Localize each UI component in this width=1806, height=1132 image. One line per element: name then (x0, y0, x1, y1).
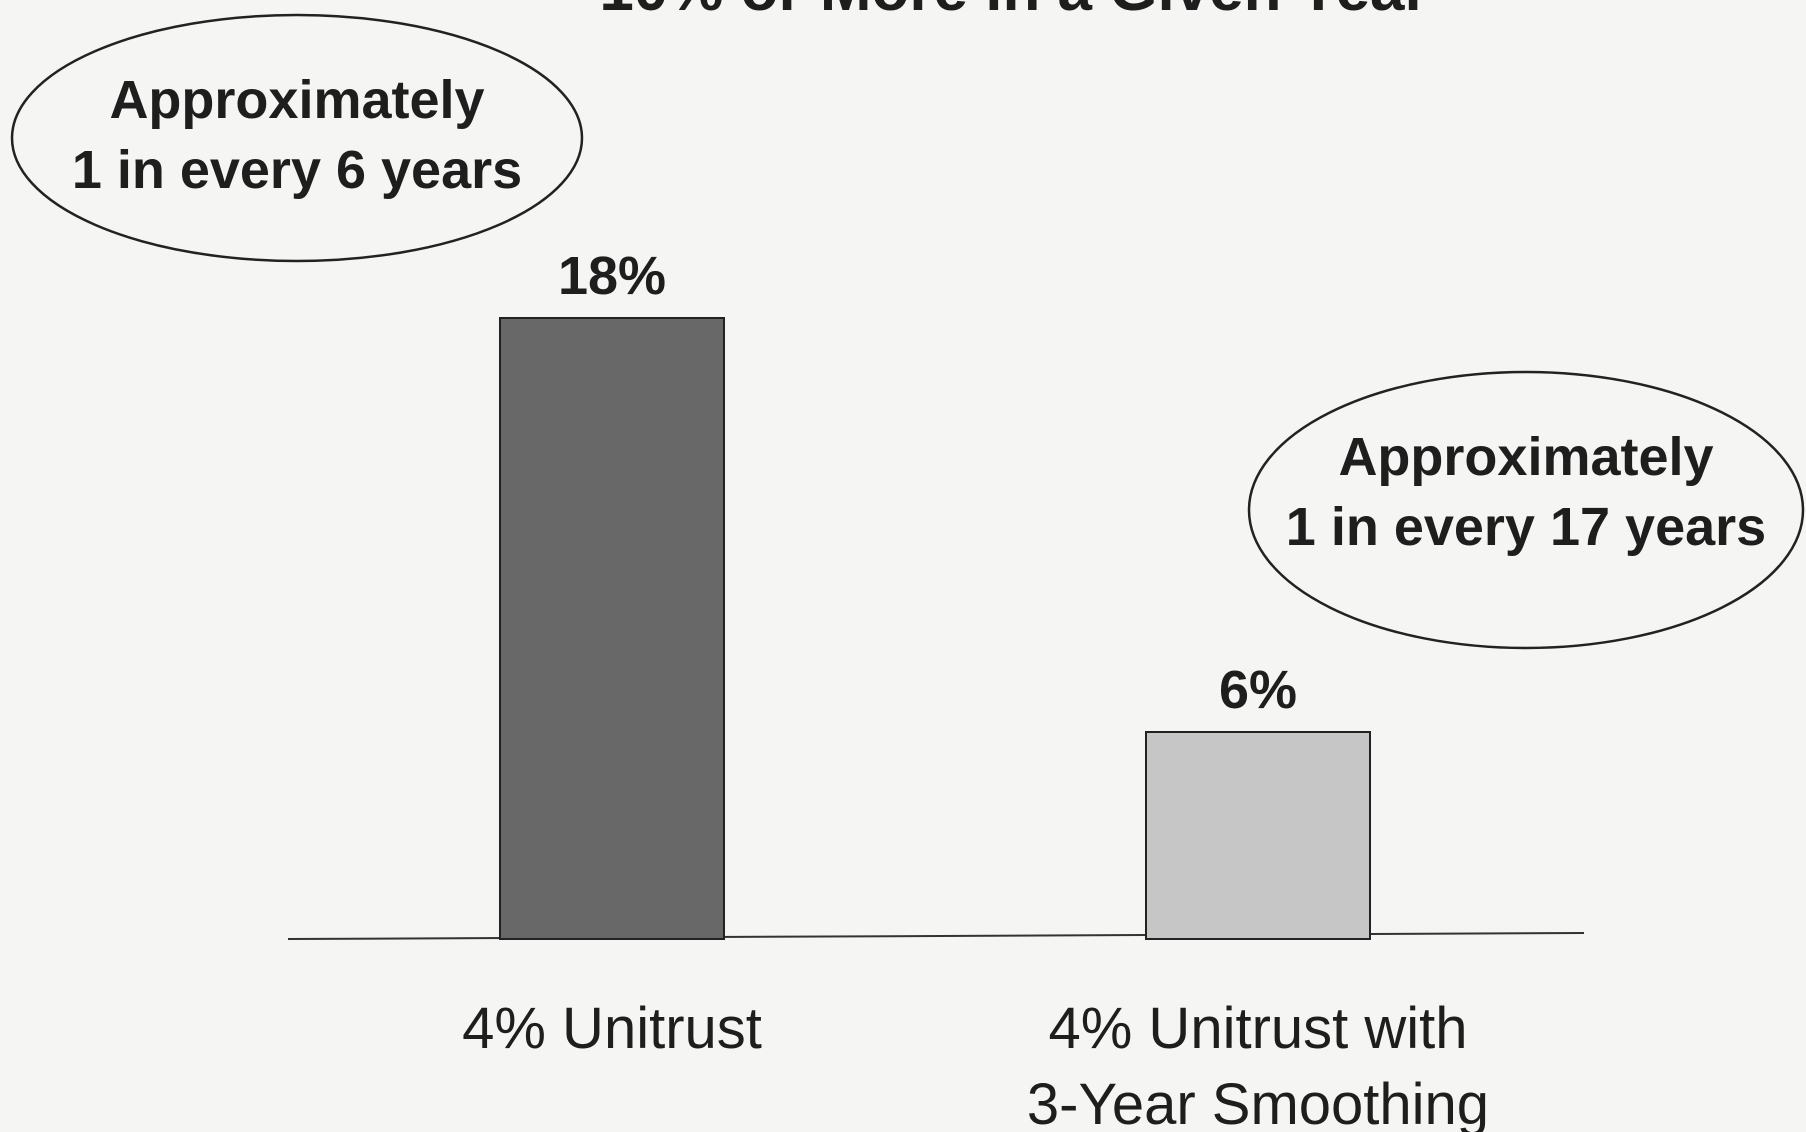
bar (1145, 731, 1371, 940)
annotation: 1 in every 6 years (72, 140, 522, 200)
chart-title: 10% or More in a Given Year (599, 0, 1428, 24)
x-tick-label: 4% Unitrust with 3-Year Smoothing (1027, 996, 1489, 1132)
text-line: 4% Unitrust (462, 996, 762, 1061)
annotation-ellipse (1247, 370, 1805, 650)
value-label: 18% (558, 246, 666, 306)
x-tick-label: 4% Unitrust (462, 996, 762, 1061)
annotation: Approximately (1338, 427, 1713, 487)
annotation-ellipse (10, 13, 584, 263)
value-label: 6% (1219, 660, 1297, 720)
text-line: 3-Year Smoothing (1027, 1072, 1489, 1132)
text-line: 4% Unitrust with (1048, 996, 1467, 1061)
annotation: 1 in every 17 years (1286, 497, 1766, 557)
bar (499, 317, 725, 940)
annotation: Approximately (109, 70, 484, 130)
